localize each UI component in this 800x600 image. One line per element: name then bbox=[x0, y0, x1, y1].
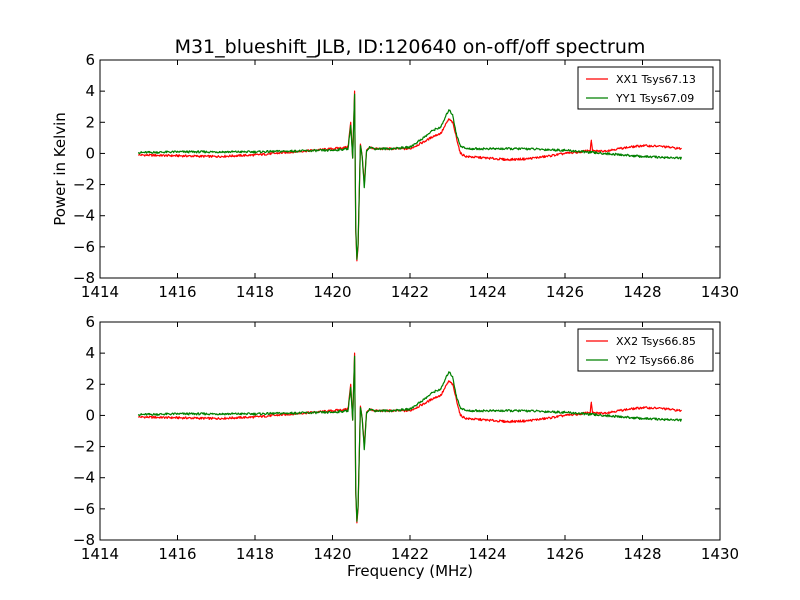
y-tick-label: −6 bbox=[73, 500, 95, 518]
series-line-2-1 bbox=[138, 352, 682, 524]
legend-box bbox=[577, 66, 714, 110]
y-tick-label: −2 bbox=[73, 438, 95, 456]
series-line-1-2 bbox=[138, 93, 682, 260]
x-tick-label: 1418 bbox=[236, 545, 274, 563]
y-tick-label: −8 bbox=[73, 269, 95, 287]
x-tick-label: 1416 bbox=[158, 283, 196, 301]
legend: XX1 Tsys67.13 YY1 Tsys67.09 bbox=[577, 66, 714, 110]
x-tick-label: 1420 bbox=[313, 283, 351, 301]
y-tick-label: 0 bbox=[85, 406, 95, 424]
y-tick-label: −6 bbox=[73, 238, 95, 256]
legend-label: YY1 Tsys67.09 bbox=[615, 92, 694, 105]
x-tick-label: 1420 bbox=[313, 545, 351, 563]
y-tick-label: −4 bbox=[73, 207, 95, 225]
plot-panel-2: 1414 1416 1418 1420 1422 1424 1426 1428 1430 −8 −6… bbox=[73, 313, 739, 563]
plot-panel-1: 1414 1416 1418 1420 1422 1424 1426 1428 1430 −8 −6… bbox=[73, 51, 739, 301]
x-tick-label: 1428 bbox=[623, 283, 661, 301]
y-tick-label: 0 bbox=[85, 144, 95, 162]
y-tick-label: −4 bbox=[73, 469, 95, 487]
legend-label: YY2 Tsys66.86 bbox=[615, 354, 694, 367]
x-tick-label: 1424 bbox=[468, 545, 506, 563]
legend: XX2 Tsys66.85 YY2 Tsys66.86 bbox=[577, 328, 714, 372]
x-tick-label: 1414 bbox=[81, 545, 119, 563]
x-tick-label: 1424 bbox=[468, 283, 506, 301]
x-tick-label: 1422 bbox=[391, 545, 429, 563]
y-tick-label: 6 bbox=[85, 51, 95, 69]
x-tick-label: 1426 bbox=[546, 545, 584, 563]
x-tick-label: 1416 bbox=[158, 545, 196, 563]
x-tick-label: 1418 bbox=[236, 283, 274, 301]
y-axis-label: Power in Kelvin bbox=[51, 112, 69, 226]
series-line-1-1 bbox=[138, 90, 682, 262]
legend-box bbox=[577, 328, 714, 372]
figure-title: M31_blueshift_JLB, ID:120640 on-off/off … bbox=[175, 36, 646, 58]
x-tick-label: 1422 bbox=[391, 283, 429, 301]
x-axis-label: Frequency (MHz) bbox=[347, 562, 473, 580]
y-tick-label: 2 bbox=[85, 113, 95, 131]
x-tick-label: 1426 bbox=[546, 283, 584, 301]
x-tick-label: 1428 bbox=[623, 545, 661, 563]
y-tick-label: 4 bbox=[85, 344, 95, 362]
y-tick-label: −8 bbox=[73, 531, 95, 549]
x-tick-label: 1430 bbox=[701, 283, 739, 301]
x-tick-label: 1430 bbox=[701, 545, 739, 563]
plot-panels: 1414 1416 1418 1420 1422 1424 1426 1428 1430 −8 −6… bbox=[73, 51, 739, 563]
series-line-2-2 bbox=[138, 355, 682, 522]
y-tick-label: −2 bbox=[73, 176, 95, 194]
y-tick-label: 2 bbox=[85, 375, 95, 393]
y-tick-label: 6 bbox=[85, 313, 95, 331]
x-tick-label: 1414 bbox=[81, 283, 119, 301]
legend-label: XX1 Tsys67.13 bbox=[616, 73, 696, 86]
legend-label: XX2 Tsys66.85 bbox=[616, 335, 696, 348]
y-tick-label: 4 bbox=[85, 82, 95, 100]
